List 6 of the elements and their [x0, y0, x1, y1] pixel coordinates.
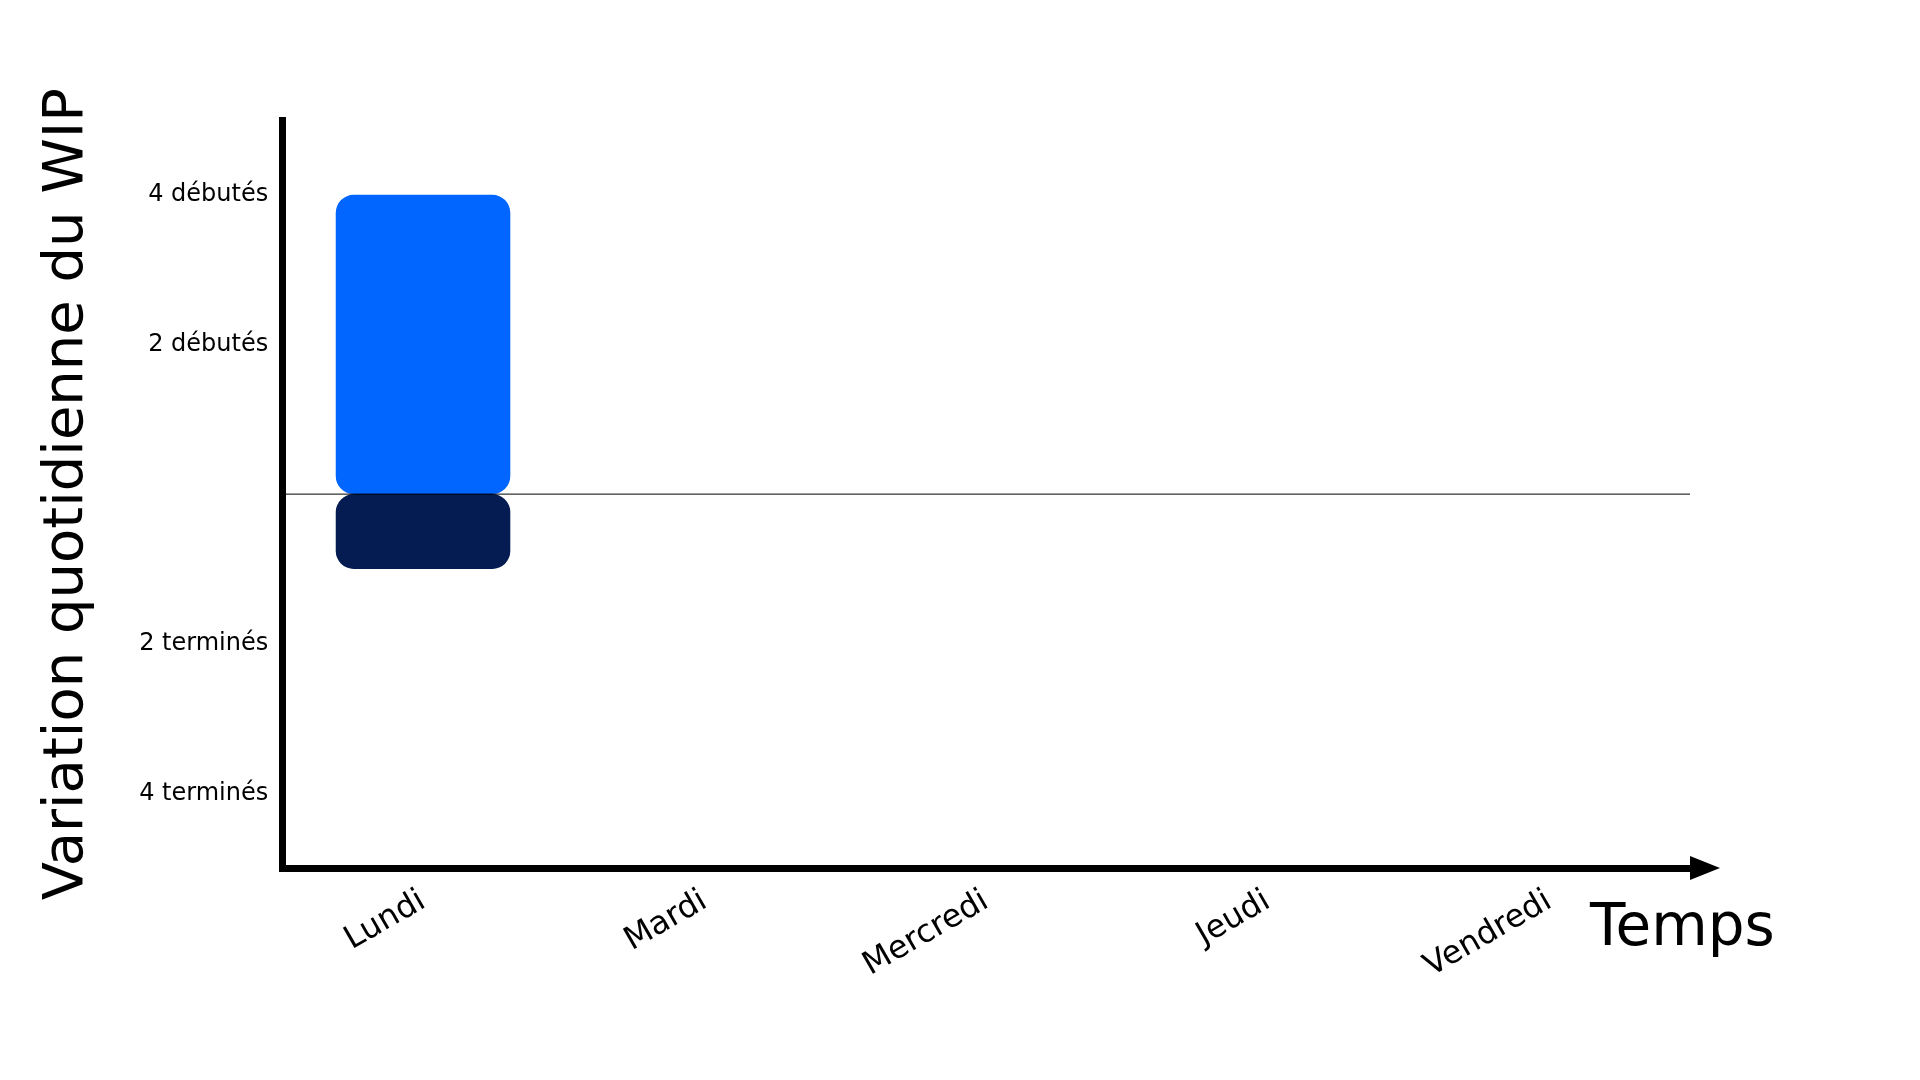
y-axis-title: Variation quotidienne du WIP — [30, 87, 96, 901]
y-tick-label: 4 terminés — [139, 777, 269, 806]
x-axis-title: Temps — [1589, 891, 1775, 960]
y-tick-label: 2 débutés — [148, 328, 269, 357]
y-tick-label: 2 terminés — [139, 627, 269, 656]
y-tick-label: 4 débutés — [148, 179, 269, 208]
